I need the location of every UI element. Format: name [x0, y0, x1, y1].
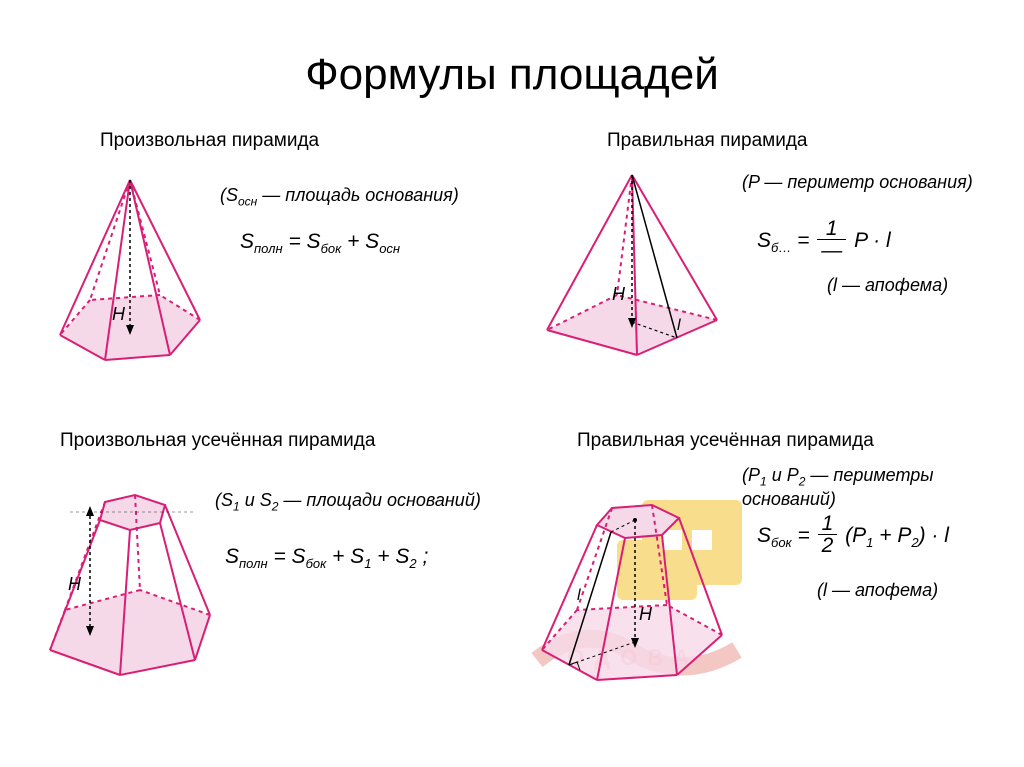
- note: (S1 и S2 — площади оснований): [215, 490, 481, 514]
- svg-text:l: l: [677, 317, 681, 334]
- cell-title: Правильная усечённая пирамида: [577, 430, 874, 452]
- formula: Sбок = 12 (P1 + P2) · l: [757, 515, 949, 558]
- pyramid-regular-svg: H l: [517, 160, 737, 370]
- svg-text:H: H: [68, 574, 82, 594]
- cell-regular-pyramid: Правильная пирамида H l (P — периметр ос…: [517, 130, 994, 410]
- cell-title: Произвольная пирамида: [100, 130, 319, 152]
- note-apothem: (l — апофема): [827, 275, 948, 296]
- diagram-grid: Произвольная пирамида H (Sосн — п: [0, 130, 1024, 710]
- note: (Sосн — площадь основания): [220, 185, 459, 209]
- cell-title: Произвольная усечённая пирамида: [60, 430, 375, 452]
- frustum-regular-svg: H l: [517, 470, 747, 700]
- cell-regular-frustum: Правильная усечённая пирамида О Д О В А: [517, 430, 994, 710]
- note-apothem: (l — апофема): [817, 580, 938, 601]
- formula: Sполн = Sбок + S1 + S2 ;: [225, 545, 428, 571]
- frustum-arbitrary-svg: H: [30, 460, 230, 690]
- cell-title: Правильная пирамида: [607, 130, 807, 152]
- formula: Sполн = Sбок + Sосн: [240, 230, 400, 256]
- note: (P — периметр основания): [742, 172, 973, 193]
- page-title: Формулы площадей: [0, 0, 1024, 130]
- note: (P1 и P2 — периметры оснований): [742, 465, 994, 510]
- svg-text:H: H: [112, 304, 126, 324]
- svg-text:l: l: [577, 587, 581, 604]
- svg-text:H: H: [612, 284, 626, 304]
- formula: Sб… = 1— P · l: [757, 220, 891, 263]
- svg-text:H: H: [639, 604, 653, 624]
- pyramid-arbitrary-svg: H: [30, 160, 230, 380]
- cell-arbitrary-pyramid: Произвольная пирамида H (Sосн — п: [30, 130, 507, 410]
- cell-arbitrary-frustum: Произвольная усечённая пирамида H: [30, 430, 507, 710]
